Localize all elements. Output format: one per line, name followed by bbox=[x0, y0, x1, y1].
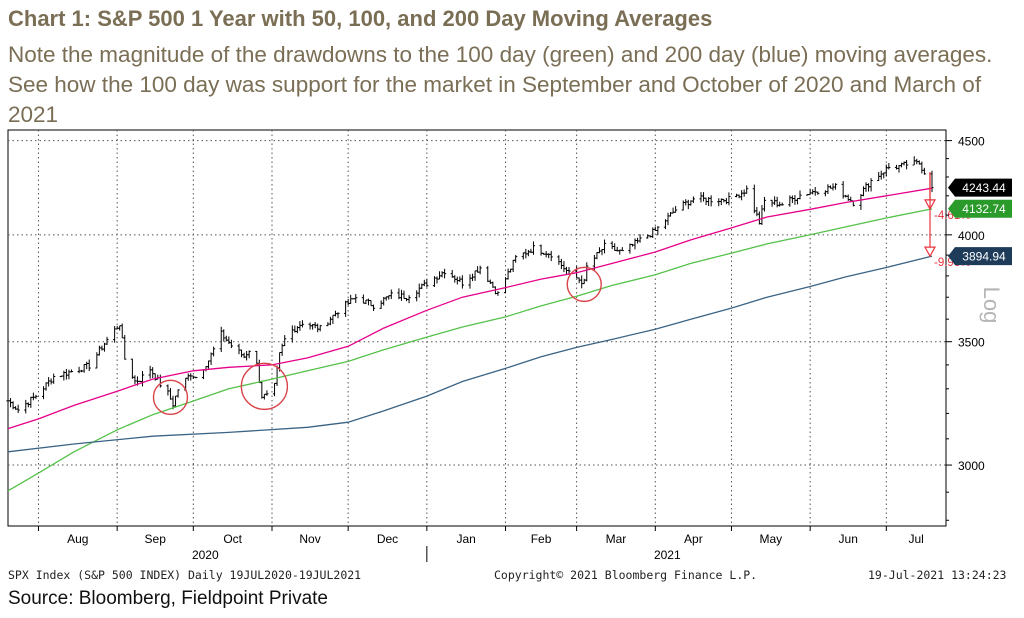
x-tick-label: Aug bbox=[67, 532, 88, 546]
year-label: 2021 bbox=[654, 548, 681, 562]
footer-timestamp: 19-Jul-2021 13:24:23 bbox=[868, 568, 1007, 582]
chart-title: Chart 1: S&P 500 1 Year with 50, 100, an… bbox=[8, 6, 713, 31]
x-tick-label: Apr bbox=[684, 532, 703, 546]
x-tick-label: Dec bbox=[377, 532, 398, 546]
last-value-badge: 3894.94 bbox=[948, 247, 1012, 266]
last-value-badge-text: 4243.44 bbox=[962, 181, 1006, 195]
y-tick-label: 3000 bbox=[958, 459, 985, 473]
last-value-badge-text: 4132.74 bbox=[962, 202, 1006, 216]
drawdown-arrow-head bbox=[923, 246, 937, 258]
x-tick-label: Sep bbox=[145, 532, 167, 546]
moving-average-line-3 bbox=[7, 255, 933, 453]
y-tick-label: 4000 bbox=[958, 229, 985, 243]
x-tick-label: Feb bbox=[531, 532, 552, 546]
x-tick-label: Mar bbox=[606, 532, 627, 546]
plot-frame bbox=[7, 129, 947, 527]
support-circle bbox=[152, 379, 189, 416]
axis-layer: 3000 3500 4000 4500 Aug Sep Oct Nov Dec Jan Feb Mar… bbox=[37, 135, 1012, 562]
last-value-badge-text: 3894.94 bbox=[962, 250, 1006, 264]
last-value-badge-bg bbox=[948, 178, 1012, 197]
chart-subtitle: Note the magnitude of the drawdowns to t… bbox=[8, 42, 993, 127]
moving-average-line-1 bbox=[7, 187, 933, 430]
series-layer bbox=[6, 156, 934, 492]
moving-average-line-2 bbox=[7, 208, 933, 492]
x-tick-label: Nov bbox=[299, 532, 320, 546]
last-value-badge-bg bbox=[948, 199, 1012, 218]
y-tick-label: 4500 bbox=[958, 135, 985, 149]
footer-copyright: Copyright© 2021 Bloomberg Finance L.P. bbox=[494, 568, 758, 582]
y-tick-label: 3500 bbox=[958, 336, 985, 350]
last-value-badge-bg bbox=[948, 247, 1012, 266]
x-tick-label: Jun bbox=[839, 532, 858, 546]
year-label: 2020 bbox=[192, 548, 219, 562]
last-value-badge: 4243.44 bbox=[948, 178, 1012, 197]
footer-ticker: SPX Index (S&P 500 INDEX) Daily 19JUL202… bbox=[8, 568, 362, 582]
x-tick-label: Jul bbox=[908, 532, 923, 546]
source-note: Source: Bloomberg, Fieldpoint Private bbox=[8, 588, 328, 609]
y-axis-scale-label: Log bbox=[979, 287, 1004, 324]
grid-layer bbox=[7, 129, 947, 527]
x-tick-label: Jan bbox=[457, 532, 476, 546]
x-tick-label: Oct bbox=[223, 532, 242, 546]
x-tick-label: May bbox=[759, 532, 782, 546]
support-circle bbox=[566, 266, 602, 303]
support-circle bbox=[240, 362, 289, 411]
last-value-badge: 4132.74 bbox=[948, 199, 1012, 218]
